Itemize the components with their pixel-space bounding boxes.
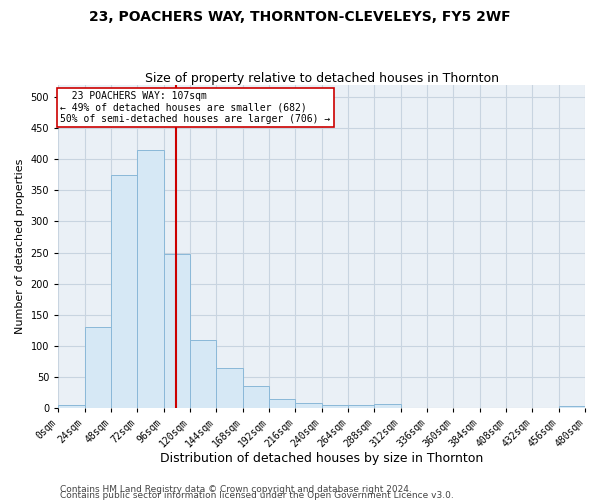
Text: 23 POACHERS WAY: 107sqm
← 49% of detached houses are smaller (682)
50% of semi-d: 23 POACHERS WAY: 107sqm ← 49% of detache…	[61, 90, 331, 124]
Title: Size of property relative to detached houses in Thornton: Size of property relative to detached ho…	[145, 72, 499, 85]
Bar	[322, 405, 348, 408]
Bar	[559, 406, 585, 408]
Y-axis label: Number of detached properties: Number of detached properties	[15, 158, 25, 334]
Text: Contains HM Land Registry data © Crown copyright and database right 2024.: Contains HM Land Registry data © Crown c…	[60, 484, 412, 494]
Bar	[190, 340, 216, 408]
Bar	[216, 368, 242, 408]
Bar	[58, 405, 85, 408]
Text: 23, POACHERS WAY, THORNTON-CLEVELEYS, FY5 2WF: 23, POACHERS WAY, THORNTON-CLEVELEYS, FY…	[89, 10, 511, 24]
Bar	[374, 404, 401, 408]
Bar	[295, 403, 322, 408]
Bar	[348, 405, 374, 408]
Bar	[111, 175, 137, 408]
Bar	[164, 254, 190, 408]
X-axis label: Distribution of detached houses by size in Thornton: Distribution of detached houses by size …	[160, 452, 483, 465]
Bar	[269, 400, 295, 408]
Bar	[85, 328, 111, 408]
Bar	[137, 150, 164, 408]
Text: Contains public sector information licensed under the Open Government Licence v3: Contains public sector information licen…	[60, 490, 454, 500]
Bar	[242, 386, 269, 408]
